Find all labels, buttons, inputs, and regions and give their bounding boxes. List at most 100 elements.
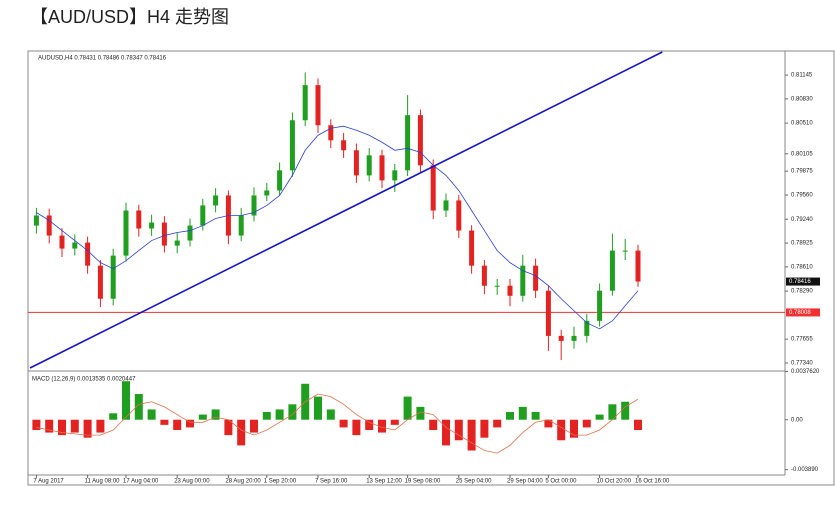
macd-bar — [518, 406, 527, 420]
candle-body — [456, 200, 462, 231]
x-tick-label: 13 Sep 12:00 — [366, 479, 402, 485]
chart-title: 【AUD/USD】H4 走势图 — [30, 7, 229, 27]
candle-body — [110, 255, 116, 299]
x-tick-label: 1 Sep 20:00 — [264, 479, 297, 485]
macd-bar — [378, 419, 386, 433]
macd-bar — [416, 406, 425, 420]
candle-body — [59, 235, 65, 249]
macd-bar — [403, 396, 412, 420]
macd-bar — [429, 419, 438, 430]
y-tick-label: 0.77340 — [791, 361, 813, 367]
macd-bar — [621, 401, 630, 420]
y-tick-label: 0.78290 — [791, 289, 813, 295]
candle-body — [430, 165, 436, 211]
macd-bar — [122, 381, 130, 420]
macd-bar — [339, 419, 348, 428]
macd-bar — [365, 419, 374, 430]
candle-body — [353, 150, 359, 176]
candle-body — [200, 205, 206, 226]
candle-body — [571, 335, 577, 341]
price-tag — [786, 277, 820, 286]
macd-bar — [83, 419, 92, 438]
macd-bar — [70, 419, 79, 433]
macd-bar — [237, 419, 246, 446]
x-tick-label: 25 Sep 04:00 — [456, 479, 492, 485]
candle-body — [46, 215, 52, 236]
frame — [27, 50, 835, 486]
macd-bar — [531, 412, 540, 420]
y-tick-label: 0.80830 — [791, 96, 813, 102]
x-tick-label: 16 Oct 16:00 — [635, 479, 670, 485]
candle-body — [520, 265, 526, 296]
y-tick-label: 0.00 — [791, 417, 803, 423]
level-label: 0.78008 — [789, 310, 811, 316]
macd-bar — [557, 419, 566, 441]
macd-bar — [173, 419, 182, 430]
candle-body — [174, 240, 180, 246]
macd-bar — [390, 419, 399, 425]
price-tag-label: 0.78416 — [789, 279, 811, 285]
candle-body — [72, 242, 78, 249]
candle-body — [494, 285, 500, 287]
y-tick-label: 0.79560 — [791, 193, 813, 199]
macd-bar — [211, 409, 220, 420]
candle-body — [315, 85, 321, 126]
macd-bar — [454, 419, 463, 441]
macd-bar — [186, 419, 194, 428]
candle-body — [302, 85, 308, 121]
candle-body — [392, 170, 398, 181]
macd-bar — [45, 419, 54, 433]
macd-bar — [262, 412, 271, 420]
candle-body — [264, 190, 270, 196]
y-tick-label: 0.80105 — [791, 151, 813, 157]
candle-body — [443, 200, 449, 211]
x-tick-label: 23 Aug 00:00 — [174, 479, 210, 485]
macd-bar — [326, 409, 335, 420]
candle-body — [277, 170, 283, 191]
y-tick-label: 0.0037620 — [791, 369, 820, 375]
x-tick-label: 7 Sep 16:00 — [315, 479, 348, 485]
candle-body — [533, 265, 539, 291]
candle-body — [597, 290, 603, 321]
candle-body — [187, 225, 193, 241]
candle-body — [161, 222, 167, 246]
chart-header: AUDUSD,H4 0.78431 0.78486 0.78347 0.7841… — [38, 56, 167, 62]
x-tick-label: 19 Sep 08:00 — [405, 479, 441, 485]
macd-bar — [109, 413, 118, 420]
x-tick-label: 29 Sep 04:00 — [507, 479, 543, 485]
candle-body — [584, 320, 590, 336]
macd-bar — [493, 419, 502, 428]
macd-bar — [160, 419, 169, 425]
candle-body — [341, 140, 347, 151]
macd-bar — [582, 419, 591, 428]
macd-signal — [36, 393, 639, 454]
macd-bar — [480, 419, 489, 438]
candle-body — [405, 115, 411, 171]
candle-body — [379, 155, 385, 181]
candle-body — [366, 155, 372, 176]
candle-body — [97, 265, 103, 299]
macd-bar — [314, 396, 322, 420]
macd-bar — [544, 419, 553, 428]
x-tick-label: 11 Aug 08:00 — [85, 479, 121, 485]
macd-bar — [198, 414, 207, 420]
candle-body — [136, 210, 142, 229]
candle-body — [558, 335, 564, 341]
candle-body — [417, 115, 423, 166]
candle-body — [251, 195, 257, 216]
macd-bar — [570, 419, 578, 438]
macd-bar — [58, 419, 66, 436]
y-tick-label: -0.003890 — [791, 467, 819, 473]
candle-body — [635, 250, 641, 282]
y-tick-label: 0.77655 — [791, 337, 813, 343]
macd-bar — [134, 394, 143, 420]
y-tick-label: 0.79240 — [791, 217, 813, 223]
candle-body — [609, 250, 615, 291]
macd-bar — [442, 419, 450, 446]
macd-label: MACD (12,26,9) 0.0013535 0.0020447 — [32, 377, 136, 383]
macd-bar — [147, 409, 156, 420]
macd-bar — [224, 419, 233, 436]
x-tick-label: 5 Oct 00:00 — [545, 479, 577, 485]
